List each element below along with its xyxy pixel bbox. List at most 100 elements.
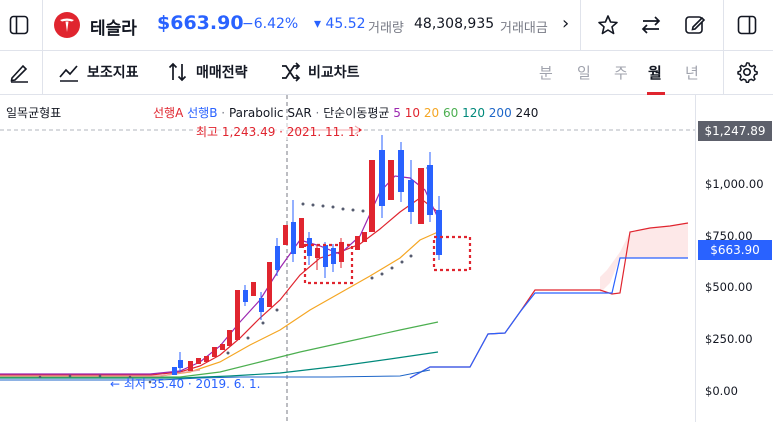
period-minute[interactable]: 분 [539, 64, 553, 82]
low-annotation: ← 최저 35.40 · 2019. 6. 1. [110, 377, 261, 391]
candle [283, 225, 288, 245]
top-bar: 테슬라 $663.90 −6.42% ▾ 45.52 거래량 48,308,93… [0, 0, 773, 51]
active-period-underline [647, 92, 665, 95]
volume-value: 48,308,935 [414, 16, 495, 32]
legend-separator: · [221, 106, 226, 120]
price-axis[interactable] [695, 95, 773, 422]
compare-label: 비교차트 [308, 65, 360, 81]
divider [723, 0, 724, 50]
indicator-name: 일목균형표 [6, 106, 62, 120]
period-day[interactable]: 일 [577, 64, 591, 82]
divider [723, 50, 724, 94]
indicators-button[interactable]: 보조지표 [56, 50, 151, 94]
lead-b-line [409, 257, 688, 379]
ma5-line [0, 175, 439, 375]
ma60-line [0, 321, 439, 378]
candle [267, 262, 272, 307]
trade-amount-label: 거래대금 [500, 21, 548, 36]
candle [427, 165, 433, 215]
highlight-box [432, 235, 472, 272]
legend-lead-b: 선행B [187, 106, 218, 120]
legend-ma-label: 단순이동평균 [323, 106, 390, 120]
period-week[interactable]: 주 [614, 64, 628, 82]
header-more-icon[interactable]: › [562, 13, 570, 34]
strategy-label: 매매전략 [196, 65, 248, 81]
tesla-logo [54, 12, 80, 42]
candle [315, 248, 320, 258]
candle [251, 282, 256, 296]
candle [259, 298, 264, 312]
ichimoku-cloud [600, 223, 688, 293]
candle [369, 160, 375, 232]
candle [355, 236, 360, 250]
candle [178, 360, 183, 368]
last-price-tag: $663.90 [698, 240, 772, 260]
legend-ma240: 240 [515, 106, 539, 120]
edit-icon[interactable] [684, 14, 706, 40]
axis-label: $750.00 [705, 229, 753, 243]
ma10-line [0, 197, 439, 376]
change-amount: ▾ 45.52 [314, 16, 366, 32]
axis-label: $1,000.00 [705, 177, 764, 191]
psar-dots [38, 166, 430, 384]
current-price: $663.90 [157, 12, 244, 34]
sort-arrows-icon [168, 62, 187, 82]
candle [418, 168, 424, 224]
candle [220, 344, 225, 350]
candle [436, 210, 442, 255]
candle [275, 246, 280, 270]
panel-toggle-icon[interactable] [737, 15, 757, 39]
shuffle-icon [282, 62, 301, 82]
candle [235, 290, 240, 340]
candle [379, 150, 385, 206]
candle [323, 245, 328, 267]
candles [172, 135, 442, 375]
axis-label: $500.00 [705, 280, 753, 294]
legend-ma200: 200 [488, 106, 512, 120]
legend-psar: Parabolic SAR [228, 106, 312, 120]
candle [388, 160, 394, 200]
sidebar-toggle-icon[interactable] [9, 15, 29, 39]
ma20-line [0, 231, 439, 377]
symbol-name[interactable]: 테슬라 [90, 19, 137, 39]
highlight-box [303, 243, 354, 285]
candle [204, 356, 209, 362]
legend-ma10: 10 [404, 106, 421, 120]
candle [339, 242, 344, 262]
settings-gear-icon[interactable] [736, 61, 758, 87]
period-month[interactable]: 월 [648, 64, 662, 82]
indicator-chart-icon [59, 65, 78, 82]
strategy-button[interactable]: 매매전략 [168, 50, 263, 94]
draw-icon[interactable] [8, 61, 30, 87]
high-annotation: 최고 1,243.49 · 2021. 11. 1. [196, 123, 360, 140]
candle [408, 180, 414, 212]
candle [227, 330, 232, 346]
compare-button[interactable]: 비교차트 [280, 50, 375, 94]
candle [172, 367, 177, 375]
divider [42, 50, 43, 94]
candle [196, 358, 201, 364]
high-price-tag: $1,247.89 [698, 121, 772, 141]
legend-lead-a: 선행A [153, 106, 184, 120]
legend-separator: · [315, 106, 320, 120]
lead-a-line [409, 222, 689, 379]
legend-ma60: 60 [442, 106, 459, 120]
period-year[interactable]: 년 [685, 64, 699, 82]
divider [580, 0, 581, 50]
volume-label: 거래량 [368, 21, 404, 36]
candle [188, 361, 193, 371]
candle [362, 232, 367, 242]
axis-label: $0.00 [705, 384, 738, 398]
chart-toolbar: 보조지표 매매전략 비교차트 분 일 주 월 년 [0, 50, 773, 95]
change-percent: −6.42% [242, 16, 299, 32]
star-icon[interactable] [597, 14, 619, 40]
legend-ma120: 120 [462, 106, 485, 120]
axis-label: $250.00 [705, 332, 753, 346]
candle [243, 290, 248, 302]
candle [212, 347, 217, 357]
indicators-label: 보조지표 [87, 65, 139, 81]
candle [331, 248, 336, 264]
candle [307, 238, 312, 256]
legend-ma5: 5 [393, 106, 401, 120]
swap-icon[interactable] [640, 14, 662, 40]
